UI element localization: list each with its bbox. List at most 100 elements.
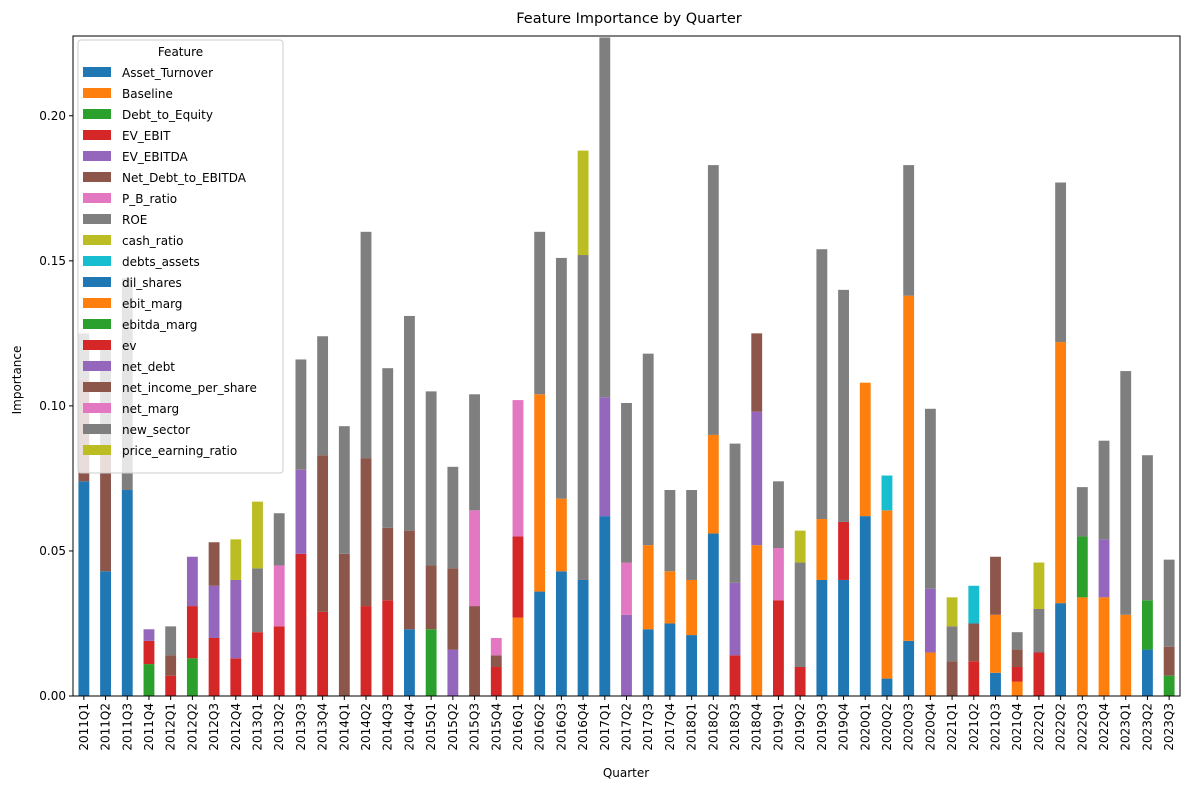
legend-entry-label: Asset_Turnover [122,66,213,80]
bar-segment-baseline-2018q1 [686,579,698,636]
legend-entry-label: debts_assets [122,255,200,269]
bar-segment-asset-turnover-2011q2 [100,571,111,696]
chart-title: Feature Importance by Quarter [516,11,742,27]
bar-segment-roe-2014q2 [360,231,372,459]
bar-segment-roe-2013q4 [317,336,329,456]
bar-segment-roe-2013q3 [295,359,307,470]
bar-segment-ev-ebitda-2017q1 [599,397,611,517]
x-tick-label: 2014Q2 [359,703,373,751]
x-tick-label: 2020Q3 [902,703,916,751]
x-tick-label: 2017Q3 [641,703,655,751]
bar-segment-asset-turnover-2017q1 [599,516,611,696]
bar-segment-debt-to-equity-2022q3 [1076,536,1088,598]
legend-entry-label: cash_ratio [122,234,183,248]
x-tick-label: 2021Q2 [967,703,981,751]
x-axis-label: Quarter [603,766,649,780]
bar-segment-ev-ebit-2014q3 [382,600,394,696]
legend-swatch [83,340,111,350]
legend-swatch [83,298,111,308]
bar-segment-asset-turnover-2016q3 [555,571,567,696]
bar-segment-roe-2017q4 [664,490,676,572]
bar-segment-net-debt-to-ebitda-2014q1 [338,553,350,696]
bar-segment-asset-turnover-2019q3 [816,579,828,696]
bar-segment-baseline-2021q4 [1011,681,1023,696]
x-tick-label: 2018Q2 [706,703,720,751]
x-tick-label: 2015Q4 [489,703,503,751]
bar-segment-asset-turnover-2011q3 [121,490,133,696]
x-tick-label: 2018Q4 [750,703,764,751]
bar-segment-roe-2015q3 [469,394,480,511]
y-tick-label: 0.10 [39,399,66,413]
bar-segment-asset-turnover-2018q2 [707,533,719,696]
x-tick-label: 2017Q1 [598,703,612,751]
bar-segment-asset-turnover-2018q1 [686,635,698,696]
bar-segment-baseline-2021q3 [990,614,1001,673]
legend-entry-label: new_sector [122,423,190,437]
x-tick-label: 2012Q4 [229,703,243,751]
bar-segment-cash-ratio-2022q1 [1033,562,1045,609]
x-tick-label: 2015Q2 [446,703,460,751]
bar-segment-baseline-2023q1 [1120,614,1132,696]
bar-segment-net-debt-to-ebitda-2021q1 [946,661,958,696]
bar-segment-cash-ratio-2016q4 [577,150,589,256]
bar-segment-baseline-2018q2 [707,434,719,534]
x-tick-label: 2012Q2 [185,703,199,751]
bar-segment-asset-turnover-2014q4 [404,629,415,696]
x-tick-label: 2015Q3 [468,703,482,751]
bar-segment-baseline-2020q3 [903,295,915,641]
bar-segment-cash-ratio-2013q1 [252,501,263,569]
legend-swatch [83,256,111,266]
legend-swatch [83,235,111,245]
legend-entry-label: net_debt [122,360,175,374]
bar-segment-roe-2019q3 [816,249,828,520]
bar-segment-debt-to-equity-2012q2 [186,658,198,696]
legend-swatch [83,193,111,203]
x-tick-label: 2011Q3 [120,703,134,751]
bar-segment-ev-ebitda-2020q4 [924,588,936,653]
legend-entry-label: Debt_to_Equity [122,108,213,122]
bar-segment-asset-turnover-2016q2 [534,591,546,696]
x-tick-label: 2023Q1 [1119,703,1133,751]
bar-segment-net-debt-to-ebitda-2021q2 [968,623,980,662]
x-tick-label: 2014Q4 [402,703,416,751]
legend-entry-label: price_earning_ratio [122,444,237,458]
bar-segment-debt-to-equity-2023q2 [1142,600,1153,650]
bar-segment-ev-ebit-2016q1 [512,536,524,618]
bar-segment-roe-2018q1 [686,490,698,580]
bar-segment-p-b-ratio-2019q1 [773,548,784,601]
bar-segment-net-debt-to-ebitda-2015q2 [447,568,459,650]
bar-segment-asset-turnover-2022q2 [1055,603,1067,696]
bar-segment-roe-2019q4 [838,289,849,522]
x-tick-label: 2018Q1 [685,703,699,751]
bar-segment-ev-ebitda-2018q3 [729,582,741,656]
bar-segment-baseline-2016q1 [512,617,524,696]
bar-segment-ev-ebitda-2012q4 [230,579,242,659]
bar-segment-ev-ebit-2019q4 [838,521,849,580]
bar-segment-ev-ebit-2012q3 [208,637,220,696]
bar-segment-roe-2014q3 [382,368,394,528]
legend-swatch [83,361,111,371]
bar-segment-roe-2019q2 [794,562,806,667]
legend-swatch [83,277,111,287]
bar-segment-roe-2018q2 [707,165,719,435]
x-tick-label: 2011Q4 [142,703,156,751]
x-tick-label: 2020Q2 [880,703,894,751]
bar-segment-baseline-2022q4 [1098,597,1110,696]
y-tick-label: 0.05 [39,544,66,558]
bar-segment-asset-turnover-2017q4 [664,623,676,696]
bar-segment-roe-2021q1 [946,626,958,662]
bar-segment-roe-2014q4 [404,315,415,531]
bar-segment-debt-to-equity-2015q1 [425,629,437,696]
bar-segment-ev-ebitda-2012q3 [208,585,220,638]
legend-entry-label: net_income_per_share [122,381,257,395]
bar-segment-baseline-2020q2 [881,510,893,679]
legend-swatch [83,130,111,140]
bar-segment-roe-2013q2 [273,513,285,566]
bar-segment-net-debt-to-ebitda-2023q3 [1163,646,1175,676]
bar-segment-roe-2022q4 [1098,440,1110,540]
x-tick-label: 2014Q1 [337,703,351,751]
y-axis-label: Importance [10,346,24,415]
bar-segment-roe-2019q1 [773,481,784,549]
x-tick-label: 2018Q3 [728,703,742,751]
bar-segment-baseline-2022q2 [1055,342,1067,604]
